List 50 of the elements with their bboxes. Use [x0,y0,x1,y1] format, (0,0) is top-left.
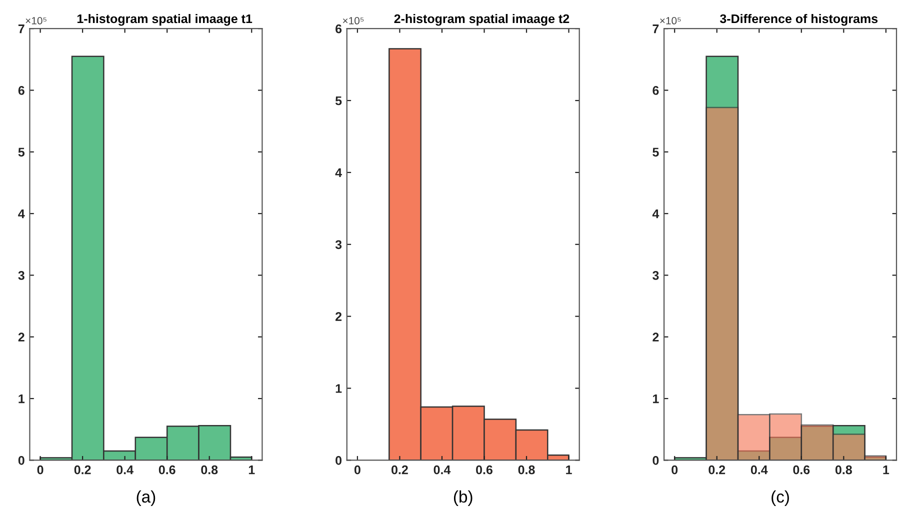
y-tick-label: 6 [18,86,24,95]
y-tick-label: 2 [336,312,342,321]
y-tick-label: 5 [18,148,25,157]
y-tick-label: 7 [18,24,24,34]
x-tick-label: 0.4 [750,465,768,474]
x-tick-label: 0.4 [116,465,134,474]
y-tick-label: 6 [652,86,659,95]
x-tick-label: 0.6 [158,465,176,474]
x-tick-label: 0.4 [434,465,451,474]
y-tick-label: 0 [18,456,24,465]
y-tick-label: 0 [652,456,659,465]
x-tick-label: 0 [37,465,44,474]
x-tick-label: 0.8 [835,465,852,474]
x-tick-label: 1 [566,466,572,474]
y-tick-label: 3 [335,240,342,250]
y-tick-label: 0 [336,456,342,465]
x-tick-label: 0 [354,465,360,474]
x-tick-label: 0.6 [476,465,492,474]
text: ×10⁵ [26,17,46,24]
text: ×10⁵ [660,17,681,24]
text: (a) [136,490,156,506]
x-tick-label: 0 [672,465,678,474]
y-tick-label: 2 [652,332,659,342]
x-tick-label: 1 [883,466,890,474]
text: (c) [772,490,789,506]
y-tick-label: 4 [652,210,660,218]
chart-title: 2-histogram spatial imaage t2 [394,14,570,26]
x-tick-label: 1 [248,466,255,474]
y-tick-label: 3 [652,271,659,280]
x-tick-label: 0.2 [74,465,91,474]
y-tick-label: 7 [652,24,659,34]
y-tick-label: 1 [336,384,342,393]
x-tick-label: 0.6 [793,465,810,474]
chart-title: 1-histogram spatial imaage t1 [77,14,252,26]
y-tick-label: 4 [18,210,25,218]
y-tick-label: 5 [652,148,659,157]
chart-title: 3-Difference of histograms [720,14,878,26]
x-tick-label: 0.2 [392,465,408,474]
y-tick-label: 4 [335,168,342,177]
x-tick-label: 0.8 [518,465,535,474]
x-tick-label: 0.8 [201,465,218,474]
text: ×10⁵ [342,17,364,24]
y-tick-label: 3 [18,271,24,280]
y-tick-label: 6 [336,24,342,34]
y-tick-label: 1 [653,394,659,404]
y-tick-label: 1 [18,394,25,404]
y-tick-label: 2 [18,332,24,342]
y-tick-label: 5 [335,96,342,106]
text: (b) [454,490,472,506]
x-tick-label: 0.2 [708,465,726,474]
